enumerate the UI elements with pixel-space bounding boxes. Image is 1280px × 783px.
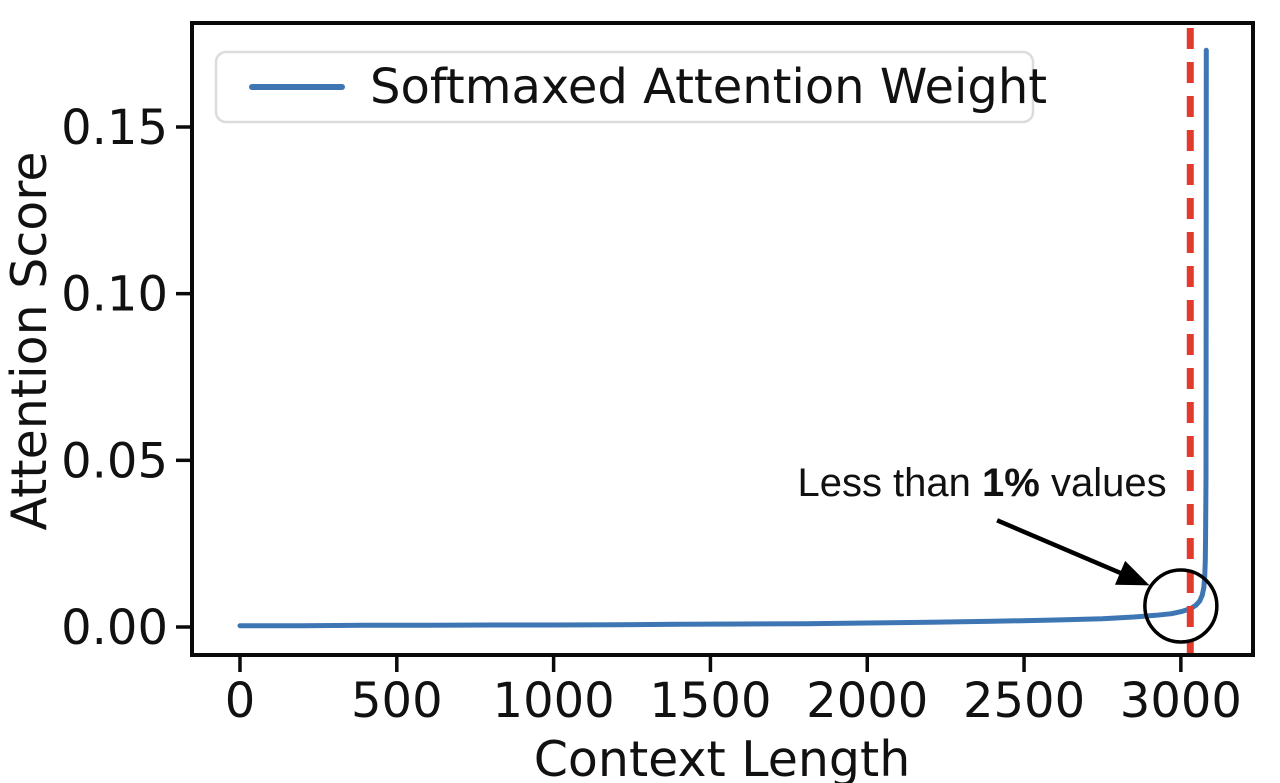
annotation-text: Less than 1% values xyxy=(797,461,1166,505)
x-tick-label: 500 xyxy=(351,673,443,729)
series-line xyxy=(237,47,1209,629)
annotation-less-than-1pct: Less than 1% values xyxy=(797,461,1219,644)
x-axis-ticks: 0 500 1000 1500 2000 2500 3000 xyxy=(225,657,1242,729)
x-tick-label: 3000 xyxy=(1120,673,1242,729)
x-tick-label: 2500 xyxy=(963,673,1085,729)
annotation-arrowhead-icon xyxy=(1114,560,1150,586)
x-axis-label: Context Length xyxy=(534,731,911,783)
x-tick-label: 2000 xyxy=(806,673,928,729)
y-tick-label: 0.05 xyxy=(61,433,168,489)
annotation-text-prefix: Less than xyxy=(797,461,982,505)
plot-frame xyxy=(190,21,1255,657)
annotation-arrow-line xyxy=(996,518,1130,579)
data-series xyxy=(237,47,1209,629)
y-tick-label: 0.00 xyxy=(61,600,168,656)
y-tick-label: 0.15 xyxy=(61,100,168,156)
x-tick-label: 0 xyxy=(225,673,256,729)
y-axis-label: Attention Score xyxy=(1,152,58,531)
annotation-circle xyxy=(1143,568,1219,644)
y-axis-ticks: 0.00 0.05 0.10 0.15 xyxy=(61,100,190,656)
legend-box xyxy=(214,50,1035,124)
annotation-text-suffix: values xyxy=(1040,461,1167,505)
y-tick-label: 0.10 xyxy=(61,267,168,323)
x-tick-label: 1000 xyxy=(493,673,615,729)
legend-entry-label: Softmaxed Attention Weight xyxy=(370,59,1047,115)
annotation-text-bold: 1% xyxy=(982,461,1040,505)
legend: Softmaxed Attention Weight xyxy=(214,50,1047,124)
x-tick-label: 1500 xyxy=(649,673,771,729)
